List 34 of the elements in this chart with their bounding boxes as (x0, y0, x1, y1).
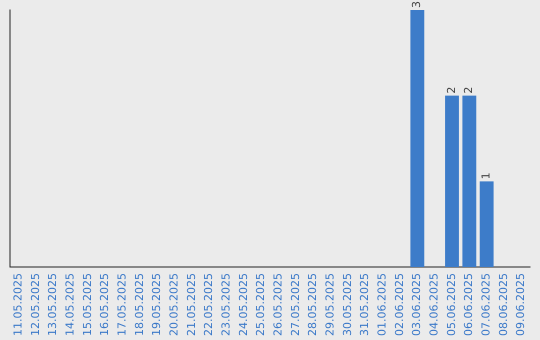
x-tick-label: 29.05.2025 (324, 273, 337, 336)
x-tick-label: 13.05.2025 (46, 273, 60, 336)
x-tick-label: 31.05.2025 (358, 273, 372, 336)
x-tick-label: 22.05.2025 (202, 273, 216, 336)
x-tick-label: 11.05.2025 (12, 273, 25, 336)
x-tick-label: 24.05.2025 (236, 273, 250, 336)
x-tick-label: 01.06.2025 (376, 273, 389, 336)
x-tick-label: 03.06.2025 (410, 273, 424, 336)
x-tick-label: 05.06.2025 (444, 273, 458, 336)
x-tick-label: 02.06.2025 (392, 273, 406, 336)
x-tick-label: 15.05.2025 (80, 273, 94, 336)
x-tick-label: 23.05.2025 (220, 273, 233, 336)
x-tick-label: 26.05.2025 (272, 273, 285, 336)
x-tick-label: 21.05.2025 (184, 273, 198, 336)
data-label: 1 (480, 172, 493, 180)
data-label: 2 (444, 86, 458, 94)
x-tick-label: 12.05.2025 (28, 273, 42, 336)
x-tick-label: 20.05.2025 (168, 273, 181, 336)
x-tick-label: 04.06.2025 (428, 273, 441, 336)
x-tick-label: 30.05.2025 (340, 273, 354, 336)
x-tick-label: 06.06.2025 (462, 273, 476, 336)
x-tick-label: 09.06.2025 (514, 273, 528, 336)
x-tick-label: 18.05.2025 (132, 273, 146, 336)
x-tick-label: 28.05.2025 (306, 273, 320, 336)
x-tick-label: 16.05.2025 (98, 273, 112, 336)
x-tick-label: 14.05.2025 (64, 273, 77, 336)
x-tick-label: 25.05.2025 (254, 273, 268, 336)
x-tick-label: 19.05.2025 (150, 273, 164, 336)
data-label: 2 (462, 86, 476, 94)
x-tick-label: 27.05.2025 (288, 273, 302, 336)
x-tick-label: 07.06.2025 (480, 273, 493, 336)
x-tick-label: 17.05.2025 (116, 273, 129, 336)
data-label: 3 (410, 1, 424, 8)
x-tick-label: 08.06.2025 (496, 273, 510, 336)
